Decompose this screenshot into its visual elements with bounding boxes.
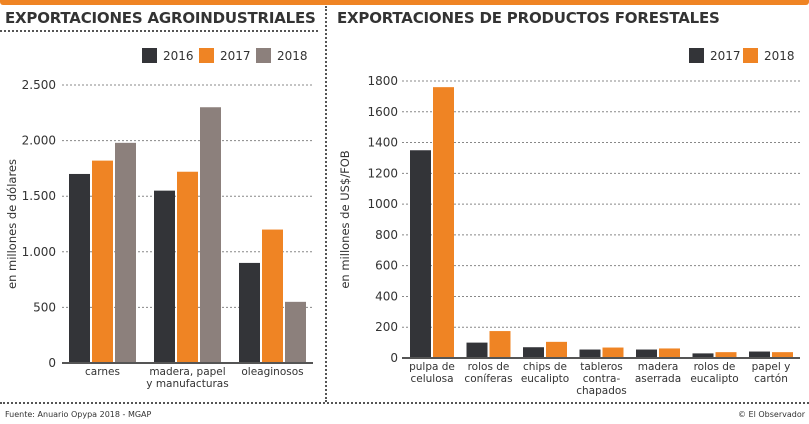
footer-divider: [0, 402, 809, 404]
category-label: eucalipto: [690, 373, 738, 385]
y-tick-label: 0: [48, 356, 56, 370]
y-tick-label: 0: [390, 351, 398, 365]
y-tick-label: 1.000: [22, 245, 56, 259]
legend-swatch-2016: [142, 48, 157, 63]
legend-swatch-2018: [256, 48, 271, 63]
top-accent-bar: [0, 0, 809, 5]
bar-2017: [749, 351, 770, 358]
bar-2018: [546, 341, 567, 358]
bar-2018: [715, 352, 737, 358]
bar-2018: [115, 142, 136, 363]
y-tick-label: 2.500: [22, 78, 56, 92]
legend-label-2018: 2018: [764, 49, 795, 63]
bar-2017: [636, 349, 657, 358]
bar-2018: [659, 348, 680, 358]
category-label: pulpa de: [409, 361, 455, 373]
bar-2017: [466, 342, 488, 358]
legend-swatch-2018: [743, 48, 758, 63]
bar-2017: [579, 349, 601, 358]
bar-2016: [154, 190, 175, 363]
category-label: chapados: [576, 385, 627, 397]
y-axis-label: en millones de dólares: [5, 159, 19, 289]
category-label: rolos de: [694, 361, 736, 373]
category-label: y manufacturas: [146, 378, 228, 390]
category-label: celulosa: [410, 373, 453, 385]
left-chart-title: EXPORTACIONES AGROINDUSTRIALES: [5, 9, 316, 27]
category-label: rolos de: [468, 361, 510, 373]
legend-swatch-2017: [199, 48, 214, 63]
credit-note: © El Observador: [737, 410, 805, 419]
right-chart-title: EXPORTACIONES DE PRODUCTOS FORESTALES: [337, 9, 720, 27]
y-tick-label: 800: [375, 228, 398, 242]
legend-label-2018: 2018: [277, 49, 308, 63]
category-label: tableros: [580, 361, 623, 373]
bar-2018: [772, 352, 793, 358]
bar-2016: [239, 262, 260, 363]
y-tick-label: 1000: [367, 197, 398, 211]
agroindustrial-chart: 0 500 1.000 1.500 2.000 2.500 en millones de d…: [5, 48, 313, 390]
y-tick-label: 200: [375, 320, 398, 334]
legend-label-2017: 2017: [710, 49, 741, 63]
y-tick-label: 1600: [367, 105, 398, 119]
category-label: cartón: [754, 373, 788, 385]
bar-2018: [433, 87, 454, 359]
bar-2018: [200, 107, 221, 364]
title-divider: [0, 30, 318, 32]
bar-2018: [285, 301, 306, 363]
y-tick-label: 1800: [367, 74, 398, 88]
category-label: carnes: [85, 366, 120, 378]
y-axis-label: en millones de US$/FOB: [338, 150, 352, 288]
bar-2017: [177, 171, 198, 363]
bar-2016: [69, 173, 90, 363]
y-tick-label: 600: [375, 259, 398, 273]
bar-2017: [262, 229, 283, 363]
legend-swatch-2017: [689, 48, 704, 63]
bar-2017: [523, 347, 544, 358]
category-label: oleaginosos: [241, 366, 303, 378]
y-tick-label: 500: [33, 300, 56, 314]
bar-2017: [692, 353, 714, 358]
category-label: papel y: [752, 361, 791, 373]
bar-2018: [489, 331, 511, 358]
y-tick-label: 1400: [367, 136, 398, 150]
category-label: coníferas: [464, 373, 512, 385]
y-tick-label: 2.000: [22, 134, 56, 148]
category-label: madera, papel: [149, 366, 225, 378]
category-label: eucalipto: [521, 373, 569, 385]
bar-2017: [92, 160, 113, 363]
bar-2018: [602, 347, 624, 358]
legend-label-2016: 2016: [163, 49, 194, 63]
category-label: aserrada: [635, 373, 681, 385]
y-tick-label: 1200: [367, 166, 398, 180]
y-tick-label: 1.500: [22, 189, 56, 203]
bar-2017: [410, 150, 431, 358]
category-label: contra-: [583, 373, 621, 385]
y-tick-label: 400: [375, 289, 398, 303]
forestry-chart: 0 200 400 600 800 1000 1200 1400 1600 1800 en mill…: [338, 48, 800, 397]
source-note: Fuente: Anuario Opypa 2018 - MGAP: [5, 410, 152, 419]
legend-label-2017: 2017: [220, 49, 251, 63]
category-label: chips de: [523, 361, 567, 373]
category-label: madera: [638, 361, 679, 373]
panel-divider: [325, 6, 327, 402]
